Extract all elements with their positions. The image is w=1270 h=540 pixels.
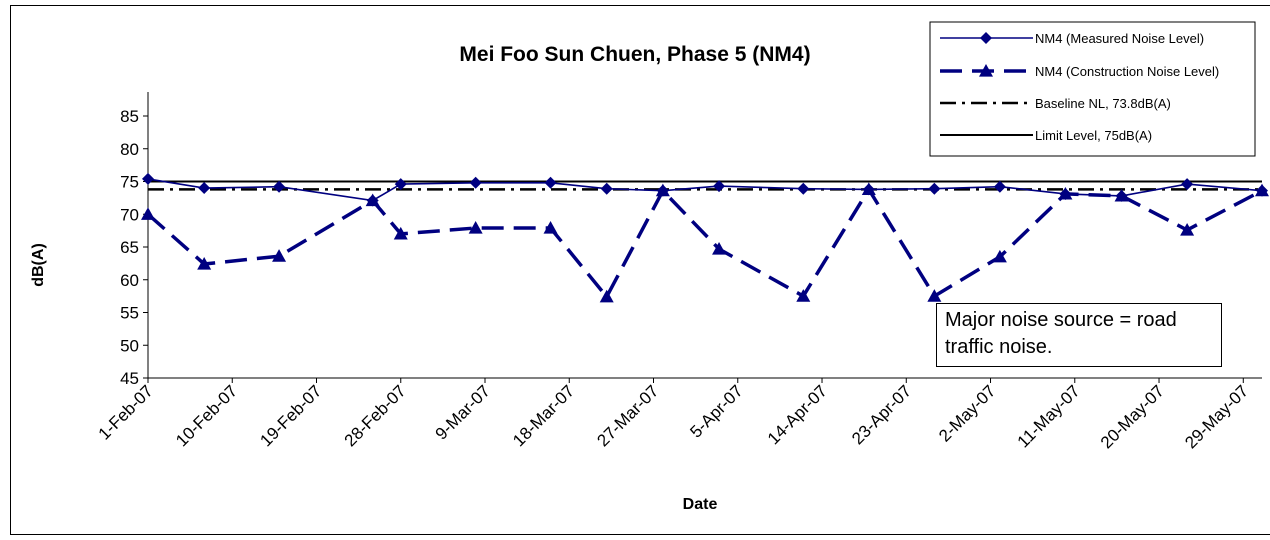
annotation-box: Major noise source = road traffic noise. [936,303,1222,367]
legend-box [929,21,1256,157]
construction-noise-point [927,289,942,302]
x-tick-label: 9-Mar-07 [432,381,494,443]
x-tick-label: 14-Apr-07 [764,381,831,448]
measured-noise-point [1059,187,1072,200]
legend: NM4 (Measured Noise Level) NM4 (Construc… [929,21,1256,157]
y-tick-label: 45 [120,369,139,388]
x-tick-label: 19-Feb-07 [256,381,325,450]
construction-noise-point [393,226,408,240]
legend-label-baseline: Baseline NL, 73.8dB(A) [1035,96,1171,111]
y-tick-label: 55 [120,304,139,323]
y-tick-label: 70 [120,205,139,224]
measured-noise-point [1256,184,1268,197]
y-axis-label: dB(A) [30,243,47,287]
measured-noise-point [142,172,154,185]
legend-marker-measured [980,32,992,44]
x-tick-label: 5-Apr-07 [686,381,746,441]
construction-noise-point [712,241,727,255]
legend-label-limit: Limit Level, 75dB(A) [1035,128,1152,143]
measured-noise-point [993,180,1006,193]
measured-noise-point [198,182,211,195]
construction-noise-point [197,257,212,270]
measured-noise-point [1181,178,1194,191]
construction-noise-point [141,207,155,220]
measured-noise-point [797,182,810,195]
y-tick-label: 80 [120,140,139,159]
construction-noise-point [992,249,1007,263]
measured-noise-point [713,180,726,193]
construction-noise-point [272,249,287,262]
measured-noise-line [147,178,1263,202]
chart-frame [10,5,1270,535]
y-tick-label: 60 [120,271,139,290]
measured-noise-point [366,194,379,207]
y-tick-label: 65 [120,238,139,257]
measured-noise-point [656,184,669,197]
x-tick-label: 1-Feb-07 [95,381,157,443]
measured-noise-point [394,178,407,191]
construction-noise-point [543,221,558,234]
x-tick-label: 29-May-07 [1181,381,1252,452]
x-tick-label: 11-May-07 [1014,381,1084,451]
legend-marker-construction [979,64,993,77]
construction-noise-point [796,289,811,302]
x-axis-label: Date [683,496,718,513]
measured-noise-point [1115,189,1128,202]
measured-noise-point [600,182,613,195]
x-tick-label: 10-Feb-07 [172,381,241,450]
construction-noise-point [599,289,614,303]
x-tick-label: 23-Apr-07 [848,381,915,448]
x-tick-label: 2-May-07 [935,381,999,445]
y-tick-label: 85 [120,107,139,126]
legend-label-measured: NM4 (Measured Noise Level) [1035,31,1204,46]
chart-title: Mei Foo Sun Chuen, Phase 5 (NM4) [459,43,810,66]
measured-noise-point [469,176,482,189]
measured-noise-point [544,176,557,189]
measured-noise-point [862,183,875,196]
annotation-text: Major noise source = road traffic noise. [945,309,1177,358]
x-tick-label: 27-Mar-07 [593,381,662,450]
y-tick-label: 50 [120,336,139,355]
construction-noise-line [146,186,1263,300]
measured-noise-point [928,182,941,195]
x-tick-label: 20-May-07 [1097,381,1168,452]
x-tick-label: 18-Mar-07 [509,381,578,450]
legend-label-construction: NM4 (Construction Noise Level) [1035,64,1219,79]
y-tick-label: 75 [120,173,139,192]
measured-noise-point [273,180,286,193]
construction-noise-point [1180,222,1195,236]
x-tick-label: 28-Feb-07 [341,381,410,450]
construction-noise-point [468,221,483,234]
